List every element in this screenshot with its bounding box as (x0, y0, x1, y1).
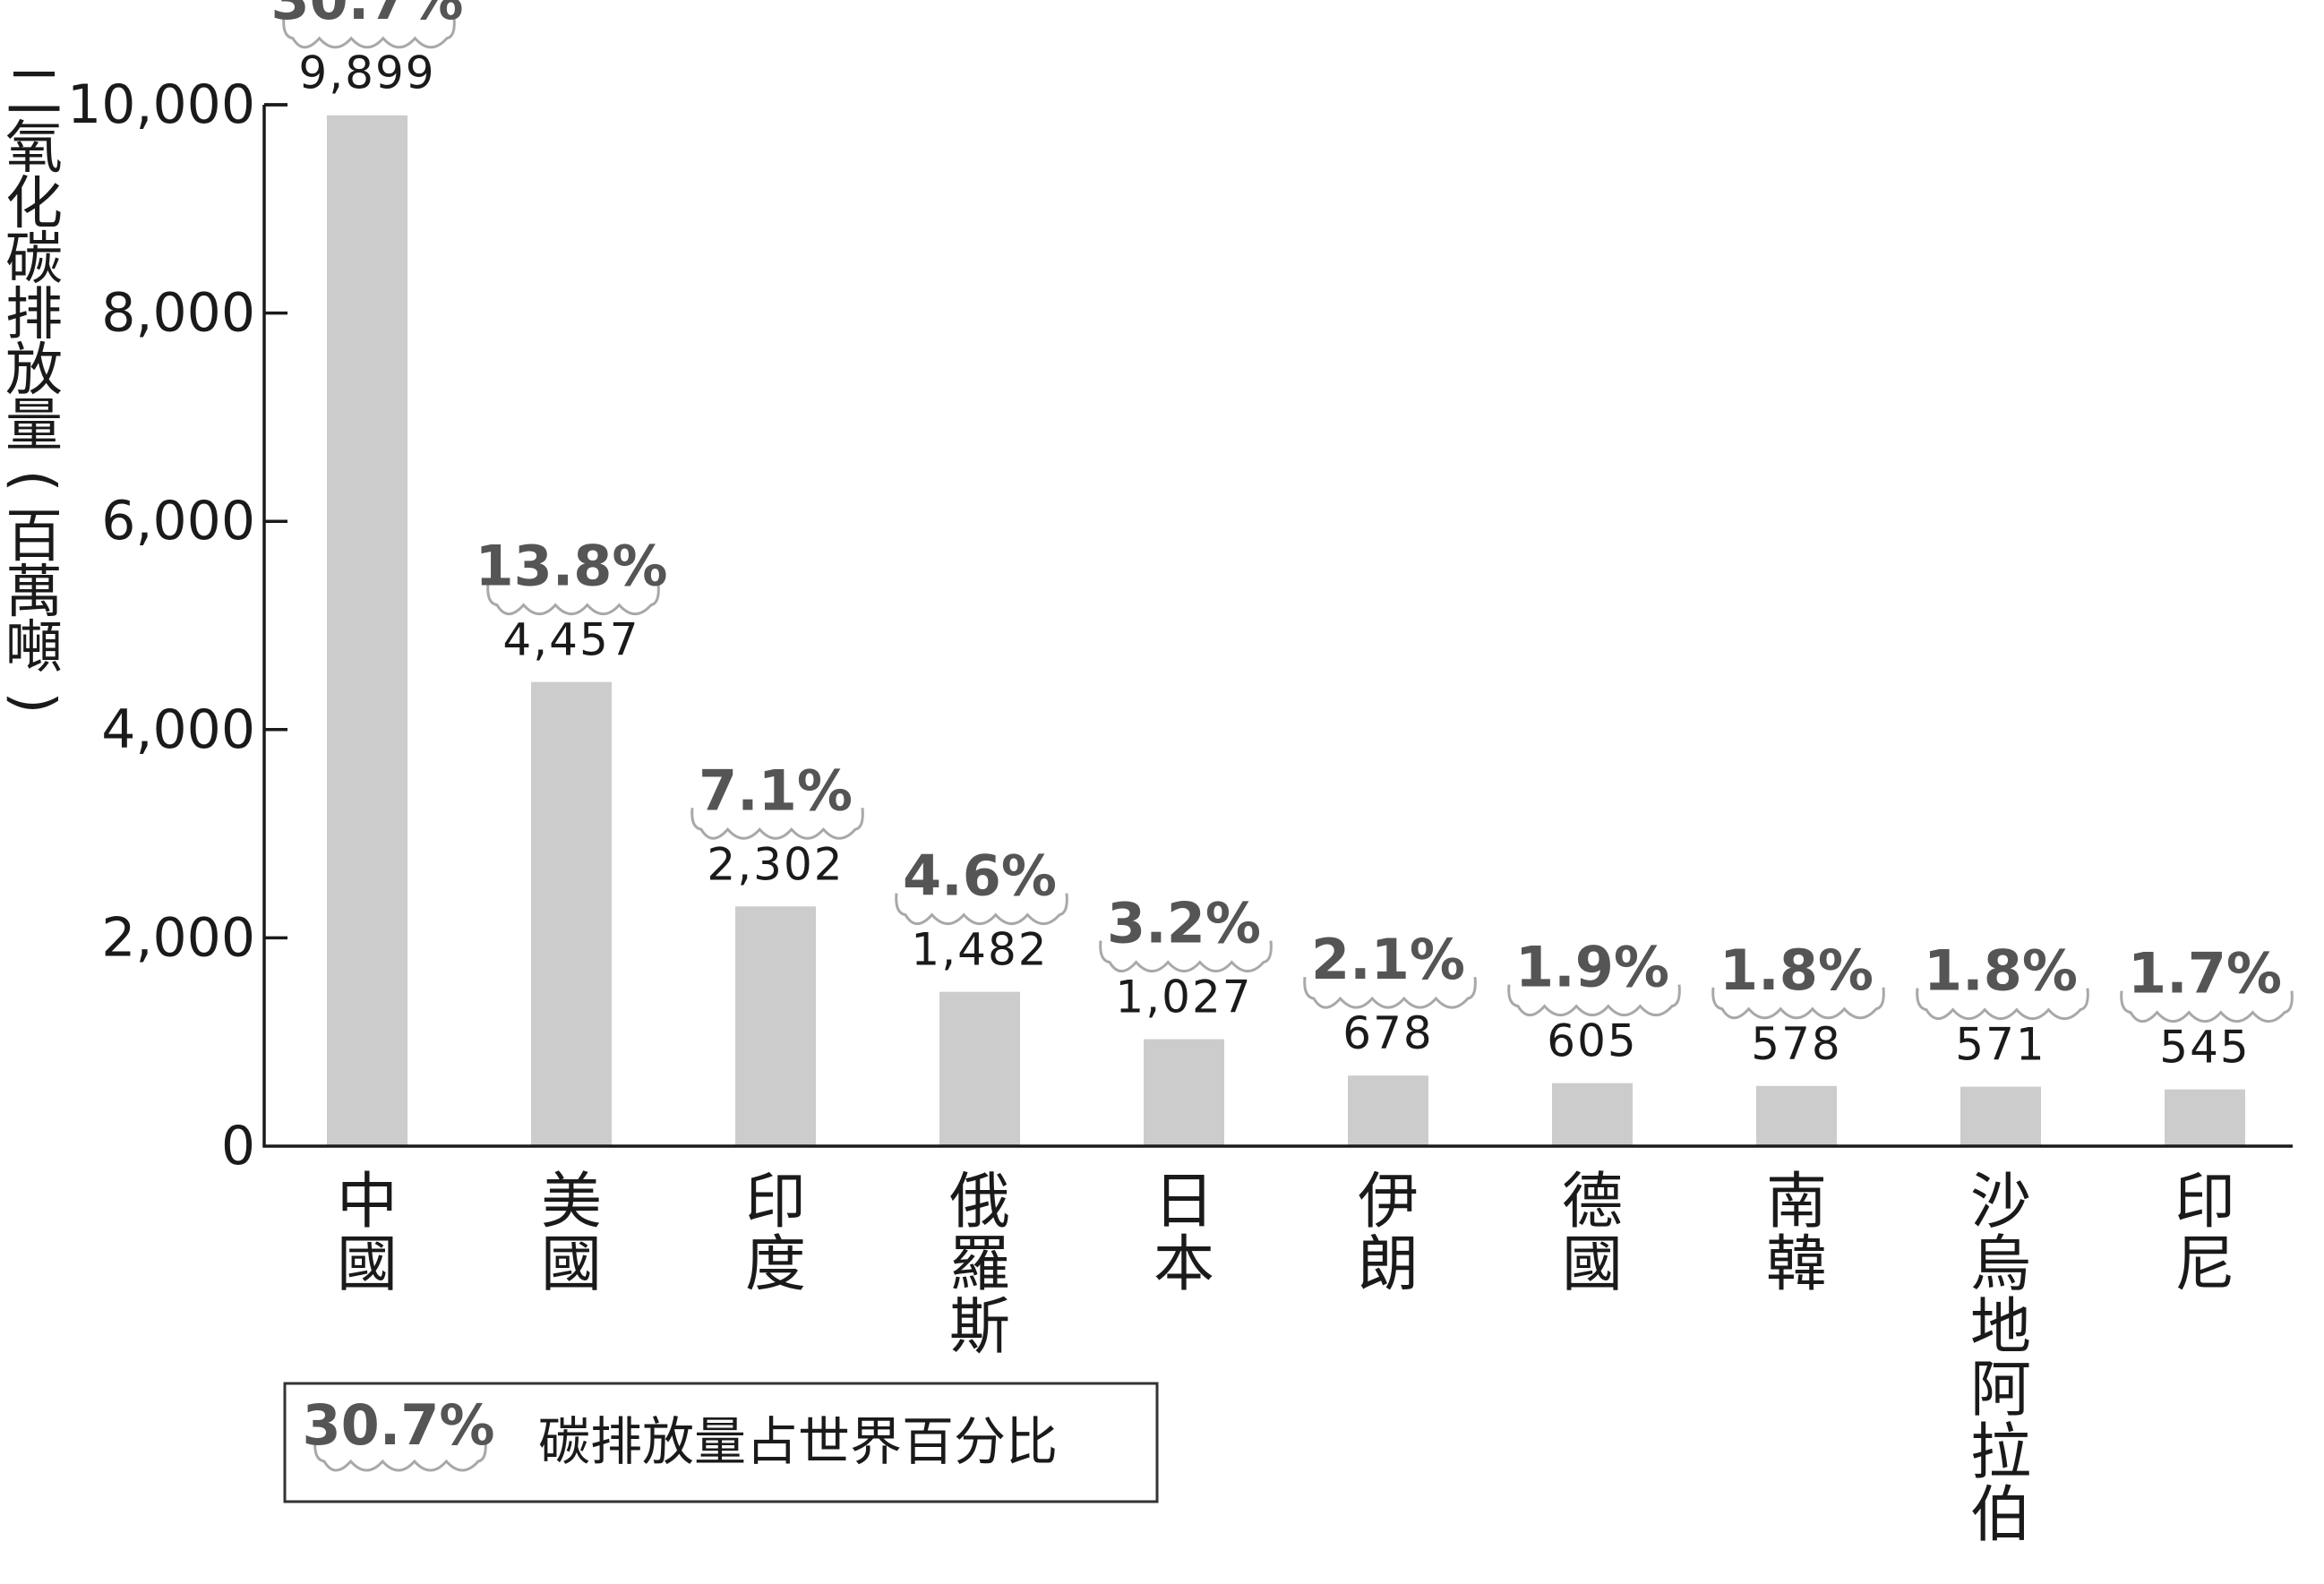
value-label: 578 (1751, 1018, 1841, 1070)
value-labels: 9,899 4,457 2,302 1,482 1,027 678 605 578 571 545 (298, 47, 2250, 1074)
cloud-icon (2120, 990, 2294, 1023)
value-label: 605 (1547, 1015, 1637, 1067)
y-tick-label: 4,000 (101, 698, 255, 761)
category-label-char: 地 (1970, 1292, 2031, 1363)
category-label-char: 俄 (949, 1167, 1010, 1237)
bar (327, 115, 407, 1146)
category-label-char: 朗 (1358, 1229, 1419, 1300)
cloud-icon (895, 893, 1068, 926)
percent-label: 13.8% (475, 534, 667, 599)
percent-label: 7.1% (699, 758, 853, 823)
value-label: 571 (1955, 1019, 2045, 1071)
percent-labels: 30.7% 13.8% 7.1% 4.6% 3.2% 2.1% 1.9% 1.8% 1.8% 1.… (270, 0, 2294, 1023)
bar (1144, 1039, 1224, 1146)
y-axis-title-char: 放 (5, 338, 63, 404)
percent-label: 1.8% (1924, 938, 2078, 1004)
category-label-char: 拉 (1970, 1417, 2031, 1488)
y-axis-title-char: ( (0, 470, 66, 492)
cloud-icon (282, 16, 456, 49)
category-label-char: 中 (337, 1167, 398, 1237)
value-label: 9,899 (298, 47, 435, 99)
y-axis-title-char: 百 (5, 504, 63, 570)
y-tick-label: 6,000 (101, 490, 255, 552)
value-label: 545 (2159, 1022, 2250, 1074)
bar (1960, 1086, 2041, 1146)
cloud-icon (690, 808, 864, 840)
percent-label: 2.1% (1311, 927, 1465, 992)
y-axis-title-char: 排 (5, 282, 63, 348)
y-axis-ticks: 0 2,000 4,000 6,000 8,000 10,000 (67, 73, 287, 1177)
value-label: 2,302 (707, 838, 844, 890)
value-label: 4,457 (502, 614, 639, 666)
percent-label: 1.7% (2128, 941, 2282, 1006)
category-label-char: 烏 (1970, 1229, 2031, 1300)
category-label-char: 尼 (2174, 1229, 2235, 1300)
category-label-char: 羅 (949, 1229, 1010, 1300)
y-axis-title-char: 二 (5, 60, 63, 126)
category-label-char: 印 (745, 1167, 806, 1237)
y-tick-label: 8,000 (101, 282, 255, 345)
category-label-char: 阿 (1970, 1355, 2031, 1426)
cloud-icon (1711, 987, 1885, 1020)
percent-label: 1.9% (1515, 935, 1669, 1000)
bar (2165, 1089, 2245, 1146)
legend: 30.7% 碳排放量占世界百分比 (283, 1382, 1159, 1503)
value-label: 1,482 (911, 924, 1048, 976)
category-label-char: 本 (1153, 1229, 1214, 1300)
bar (939, 991, 1020, 1146)
category-label-char: 斯 (949, 1292, 1010, 1363)
cloud-icon (1507, 984, 1681, 1017)
axes (262, 105, 2293, 1148)
cloud-icon (486, 583, 660, 616)
y-axis-title-char: 氧 (5, 116, 63, 182)
category-label-char: 德 (1562, 1167, 1623, 1237)
category-label-char: 國 (541, 1229, 602, 1300)
value-label: 1,027 (1115, 972, 1252, 1023)
category-label-char: 伯 (1970, 1480, 2031, 1551)
y-axis-title-char: 萬 (5, 560, 63, 626)
category-label-char: 印 (2174, 1167, 2235, 1237)
y-axis-title-char: 化 (5, 171, 63, 237)
category-label-char: 韓 (1766, 1229, 1827, 1300)
category-label-char: 沙 (1970, 1167, 2031, 1237)
cloud-icon (1916, 988, 2089, 1021)
category-label-char: 南 (1766, 1167, 1827, 1237)
y-axis-title-char: 噸 (5, 615, 63, 681)
category-label-char: 美 (541, 1167, 602, 1237)
cloud-icon (1099, 940, 1273, 973)
y-tick-label: 10,000 (67, 73, 255, 136)
y-tick-label: 0 (221, 1115, 255, 1177)
percent-label: 4.6% (903, 843, 1057, 909)
y-axis-title-char: 量 (5, 393, 63, 459)
bar (1552, 1083, 1633, 1146)
value-label: 678 (1342, 1007, 1433, 1059)
legend-cloud-icon (313, 1439, 487, 1472)
cloud-icon (1303, 977, 1477, 1009)
y-axis-title-char: 碳 (5, 227, 63, 293)
legend-label: 碳排放量占世界百分比 (538, 1411, 1058, 1472)
bar (531, 681, 612, 1146)
percent-label: 3.2% (1107, 891, 1261, 956)
category-label-char: 伊 (1358, 1167, 1419, 1237)
y-tick-label: 2,000 (101, 906, 255, 969)
bar (1756, 1085, 1837, 1146)
percent-label: 1.8% (1719, 938, 1874, 1003)
bar (735, 906, 816, 1146)
legend-box (283, 1382, 1159, 1503)
category-label-char: 度 (745, 1229, 806, 1300)
category-label-char: 日 (1153, 1167, 1214, 1237)
legend-sample-percent: 30.7% (302, 1392, 494, 1458)
category-label-char: 國 (337, 1229, 398, 1300)
bars (327, 115, 2245, 1146)
bar (1348, 1075, 1428, 1146)
category-label-char: 國 (1562, 1229, 1623, 1300)
percent-label: 30.7% (270, 0, 463, 32)
y-axis-title-char: ) (0, 692, 66, 715)
